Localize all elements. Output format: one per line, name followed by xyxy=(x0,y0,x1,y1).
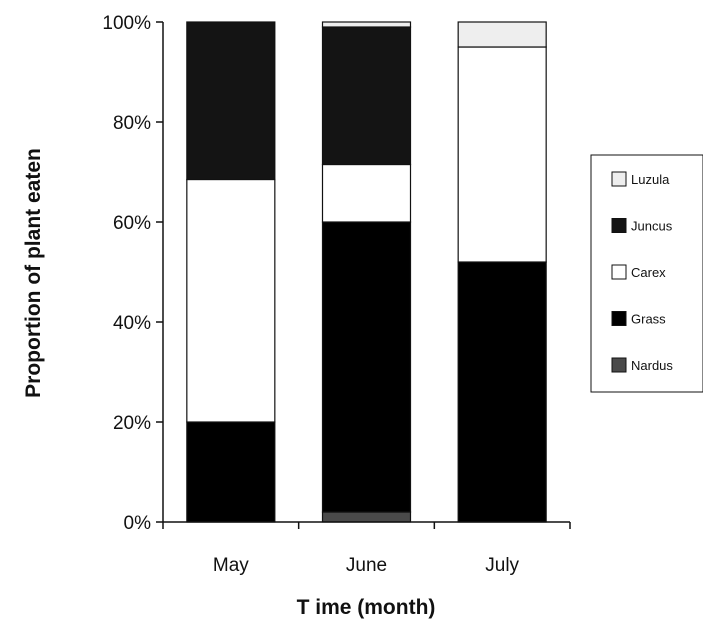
bar-segment-luzula xyxy=(457,21,547,48)
y-tick-label: 40% xyxy=(113,313,151,334)
legend-label-juncus: Juncus xyxy=(631,219,673,234)
legend-label-nardus: Nardus xyxy=(631,358,673,373)
bar-segment-juncus xyxy=(186,21,276,181)
bar-segment-juncus xyxy=(321,26,412,166)
legend-swatch-luzula xyxy=(611,171,627,187)
y-tick-label: 20% xyxy=(113,413,151,434)
legend-label-grass: Grass xyxy=(631,312,666,327)
x-tick-label: May xyxy=(213,555,249,576)
x-tick-label: June xyxy=(346,555,387,576)
x-axis-title: T ime (month) xyxy=(297,596,436,619)
y-axis-title: Proportion of plant eaten xyxy=(22,148,45,398)
bars-layer xyxy=(186,21,547,523)
y-ticks: 0% 20% 40% 60% 80% 100% xyxy=(102,13,163,534)
bar-segment-luzula xyxy=(321,21,412,28)
x-tick-label: July xyxy=(485,555,519,576)
bar-stack-may xyxy=(186,21,276,523)
bar-segment-grass xyxy=(186,421,276,523)
y-tick-label: 80% xyxy=(113,113,151,134)
legend-label-carex: Carex xyxy=(631,265,666,280)
x-ticks: May June July xyxy=(162,522,571,576)
bar-stack-june xyxy=(321,21,412,523)
bar-segment-grass xyxy=(457,261,547,523)
bar-segment-carex xyxy=(457,46,547,263)
legend-swatch-grass xyxy=(611,311,627,326)
legend-items: Luzula Juncus Carex Grass Nardus xyxy=(611,171,673,373)
bar-segment-carex xyxy=(321,163,412,223)
y-tick-label: 100% xyxy=(102,13,151,34)
legend-box xyxy=(590,154,703,393)
bar-segment-nardus xyxy=(321,511,412,523)
legend: Luzula Juncus Carex Grass Nardus xyxy=(590,154,703,393)
legend-swatch-nardus xyxy=(611,357,627,373)
bar-stack-july xyxy=(457,21,547,523)
axes-layer xyxy=(162,22,570,523)
legend-label-luzula: Luzula xyxy=(631,172,670,187)
y-tick-label: 0% xyxy=(124,513,152,534)
bar-segment-carex xyxy=(186,178,276,423)
bar-segment-grass xyxy=(321,221,412,513)
legend-swatch-juncus xyxy=(611,218,627,233)
legend-swatch-carex xyxy=(611,264,627,280)
y-tick-label: 60% xyxy=(113,213,151,234)
